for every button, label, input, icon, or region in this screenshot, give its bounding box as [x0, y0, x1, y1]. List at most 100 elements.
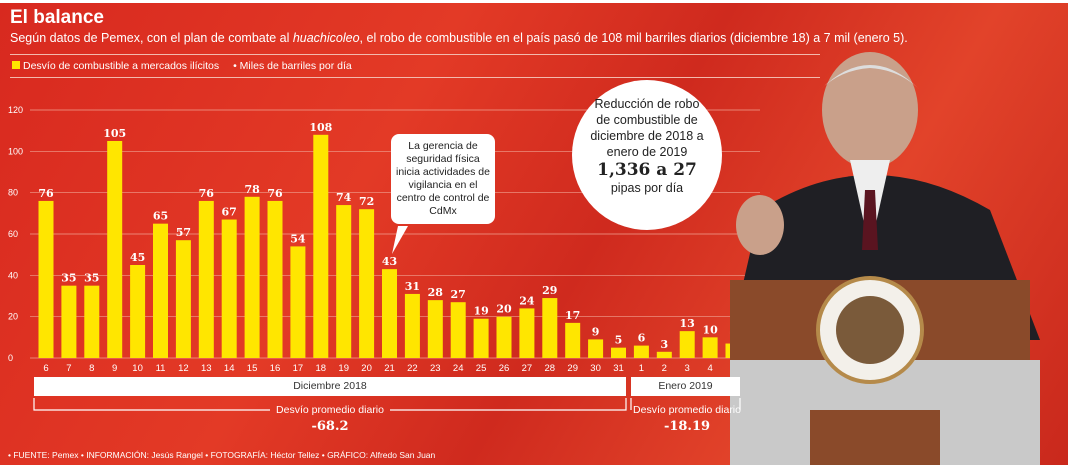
- data-label: 19: [473, 305, 488, 318]
- data-label: 43: [382, 255, 397, 268]
- x-tick-label: 31: [613, 363, 624, 374]
- bar: [267, 200, 283, 358]
- x-tick-label: 10: [132, 363, 143, 374]
- bar: [565, 322, 581, 358]
- y-tick-label: 120: [8, 105, 23, 115]
- x-tick-label: 22: [407, 363, 418, 374]
- x-tick-label: 23: [430, 363, 441, 374]
- summary-text: Reducción de robo de combustible de dici…: [590, 97, 704, 159]
- bar: [175, 240, 191, 358]
- bar: [519, 308, 535, 358]
- january-average-value: -18.19: [663, 419, 711, 434]
- legend-unit: • Miles de barriles por día: [233, 60, 352, 72]
- y-tick-label: 100: [8, 146, 23, 156]
- bar: [702, 337, 718, 358]
- data-label: 5: [615, 334, 623, 347]
- legend-label: Desvío de combustible a mercados ilícito…: [23, 60, 220, 72]
- december-average-label: Desvío promedio diario: [276, 404, 384, 416]
- data-label: 67: [222, 206, 237, 219]
- bar: [450, 302, 466, 358]
- x-tick-label: 3: [685, 363, 690, 374]
- summary-circle: Reducción de robo de combustible de dici…: [572, 80, 722, 230]
- data-label: 6: [638, 332, 646, 345]
- bar: [153, 223, 168, 358]
- y-tick-label: 40: [8, 270, 18, 280]
- legend-swatch: [12, 61, 20, 69]
- x-tick-label: 12: [178, 363, 189, 374]
- x-tick-label: 13: [201, 363, 212, 374]
- x-tick-label: 6: [43, 363, 48, 374]
- data-label: 17: [565, 309, 580, 322]
- bar: [542, 298, 558, 358]
- x-tick-label: 19: [338, 363, 349, 374]
- x-tick-label: 18: [316, 363, 327, 374]
- bar: [473, 318, 489, 358]
- data-label: 13: [680, 317, 695, 330]
- bar: [244, 196, 260, 358]
- bar: [221, 219, 237, 358]
- chart-subtitle: Según datos de Pemex, con el plan de com…: [10, 31, 908, 45]
- y-tick-label: 20: [8, 312, 18, 322]
- subtitle-text: Según datos de Pemex, con el plan de com…: [10, 31, 293, 45]
- bar: [336, 205, 352, 358]
- callout-pointer: [392, 226, 408, 254]
- x-tick-label: 7: [66, 363, 71, 374]
- x-tick-label: 25: [476, 363, 487, 374]
- bar: [130, 265, 146, 358]
- bar: [679, 331, 695, 358]
- subtitle-emphasis: huachicoleo: [292, 31, 360, 45]
- bar: [313, 134, 329, 358]
- bar: [496, 316, 512, 358]
- data-label: 27: [451, 288, 466, 301]
- data-label: 76: [38, 187, 54, 200]
- bar: [290, 246, 306, 358]
- bar: [107, 141, 123, 358]
- x-tick-label: 14: [224, 363, 235, 374]
- data-label: 76: [199, 187, 215, 200]
- bar: [359, 209, 375, 358]
- x-tick-label: 17: [293, 363, 304, 374]
- data-label: 24: [519, 294, 535, 307]
- data-label: 9: [592, 325, 600, 338]
- summary-value: 1,336 a 27: [597, 160, 697, 180]
- bar: [198, 200, 214, 358]
- x-tick-label: 26: [499, 363, 510, 374]
- bar: [633, 345, 649, 358]
- data-label: 45: [130, 251, 145, 264]
- divider: [10, 54, 820, 55]
- x-tick-label: 28: [545, 363, 556, 374]
- data-label: 3: [660, 338, 668, 351]
- average-brackets: [33, 398, 741, 411]
- data-label: 105: [103, 127, 126, 140]
- data-label: 28: [428, 286, 444, 299]
- data-label: 76: [267, 187, 283, 200]
- x-tick-label: 11: [156, 363, 166, 374]
- x-tick-label: 24: [453, 363, 464, 374]
- photo-speaker-at-podium: [730, 52, 1040, 465]
- divider: [10, 77, 820, 78]
- december-average-value: -68.2: [311, 419, 349, 434]
- bar: [588, 339, 604, 358]
- credits: • FUENTE: Pemex • INFORMACIÓN: Jesús Ran…: [8, 450, 436, 460]
- data-label: 108: [309, 121, 332, 134]
- x-tick-label: 27: [522, 363, 533, 374]
- legend-item: Desvío de combustible a mercados ilícito…: [12, 60, 219, 72]
- data-label: 35: [61, 272, 76, 285]
- data-label: 72: [359, 195, 374, 208]
- y-tick-label: 80: [8, 188, 18, 198]
- data-label: 78: [244, 183, 260, 196]
- x-tick-label: 29: [567, 363, 578, 374]
- x-tick-label: 1: [639, 363, 644, 374]
- annotation-callout: La gerencia de seguridad física inicia a…: [391, 134, 495, 224]
- x-tick-label: 15: [247, 363, 258, 374]
- x-tick-label: 16: [270, 363, 281, 374]
- x-tick-label: 21: [384, 363, 395, 374]
- x-tick-label: 30: [590, 363, 601, 374]
- summary-unit: pipas por día: [610, 181, 684, 195]
- month-label-january: Enero 2019: [631, 377, 740, 396]
- data-label: 29: [542, 284, 557, 297]
- bar: [382, 269, 397, 358]
- bar: [611, 347, 626, 358]
- x-tick-label: 2: [662, 363, 667, 374]
- x-tick-label: 9: [112, 363, 117, 374]
